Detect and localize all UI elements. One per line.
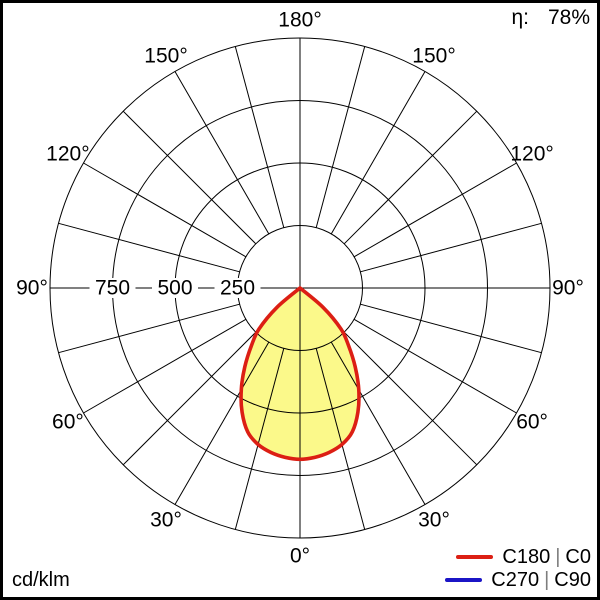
angle-label-30°-right: 30° bbox=[418, 509, 450, 532]
grid-radial-150deg bbox=[330, 71, 426, 235]
ring-label-mask bbox=[89, 278, 136, 298]
unit-label: cd/klm bbox=[12, 569, 70, 591]
grid-radial-120deg bbox=[353, 162, 517, 258]
angle-label-180°: 180° bbox=[278, 9, 321, 32]
grid-radial-105deg bbox=[360, 222, 542, 273]
ring-label-250: 250 bbox=[220, 277, 255, 300]
efficiency-readout: η: 78% bbox=[511, 6, 590, 29]
legend: C180 | C0 C270 | C90 bbox=[445, 547, 591, 590]
beam-outline-c180-c0 bbox=[239, 286, 361, 462]
grid-radial-75deg bbox=[360, 303, 542, 354]
legend-line-red bbox=[456, 555, 494, 559]
grid-radial-15deg bbox=[315, 348, 366, 530]
grid-radial-345deg bbox=[234, 348, 285, 530]
grid-radial-330deg bbox=[174, 341, 270, 505]
efficiency-value: 78% bbox=[547, 6, 590, 29]
ring-label-mask bbox=[152, 278, 198, 298]
grid-radial-30deg bbox=[330, 341, 426, 505]
angle-label-90°-left: 90° bbox=[16, 277, 48, 300]
ring-label-mask bbox=[214, 278, 261, 298]
ring-label-750: 750 bbox=[95, 277, 130, 300]
grid-radial-165deg bbox=[315, 46, 366, 228]
angle-label-90°-right: 90° bbox=[552, 277, 584, 300]
polar-grid bbox=[49, 37, 551, 539]
ring-label-500: 500 bbox=[157, 277, 192, 300]
angle-label-150°-right: 150° bbox=[412, 44, 455, 67]
legend-plane-b: C0 bbox=[565, 546, 591, 568]
grid-radial-240deg bbox=[83, 162, 247, 258]
grid-radial-45deg bbox=[343, 331, 478, 466]
legend-line-blue bbox=[445, 578, 483, 582]
grid-radial-225deg bbox=[122, 110, 257, 245]
grid-radial-135deg bbox=[343, 110, 478, 245]
angle-label-60°-right: 60° bbox=[516, 411, 548, 434]
angle-label-120°-right: 120° bbox=[510, 143, 553, 166]
angle-labels: 0° 30° 30° 60° 60° 90° 90° 120° 120° 150° 150° 180° bbox=[16, 9, 584, 568]
grid-radial-285deg bbox=[58, 303, 240, 354]
grid-radial-315deg bbox=[122, 331, 257, 466]
grid-radial-210deg bbox=[174, 71, 270, 235]
grid-radial-255deg bbox=[58, 222, 240, 273]
angle-label-150°-left: 150° bbox=[144, 44, 187, 67]
legend-item-c180-c0: C180 | C0 bbox=[456, 547, 591, 567]
grid-radial-195deg bbox=[234, 46, 285, 228]
efficiency-symbol: η: bbox=[511, 6, 529, 29]
legend-plane-a: C270 bbox=[491, 569, 540, 591]
angle-label-120°-left: 120° bbox=[46, 143, 89, 166]
grid-radial-300deg bbox=[83, 318, 247, 414]
legend-separator: | bbox=[544, 569, 550, 591]
legend-separator: | bbox=[555, 546, 561, 568]
legend-plane-a: C180 bbox=[502, 546, 551, 568]
legend-item-c270-c90: C270 | C90 bbox=[445, 570, 591, 590]
legend-plane-b: C90 bbox=[554, 569, 591, 591]
legend-label: C270 | C90 bbox=[491, 570, 591, 590]
angle-label-0°: 0° bbox=[290, 545, 310, 568]
grid-radial-60deg bbox=[353, 318, 517, 414]
legend-label: C180 | C0 bbox=[502, 547, 591, 567]
angle-label-30°-left: 30° bbox=[150, 509, 182, 532]
angle-label-60°-left: 60° bbox=[52, 411, 84, 434]
ring-labels: 250 500 750 bbox=[89, 277, 261, 300]
